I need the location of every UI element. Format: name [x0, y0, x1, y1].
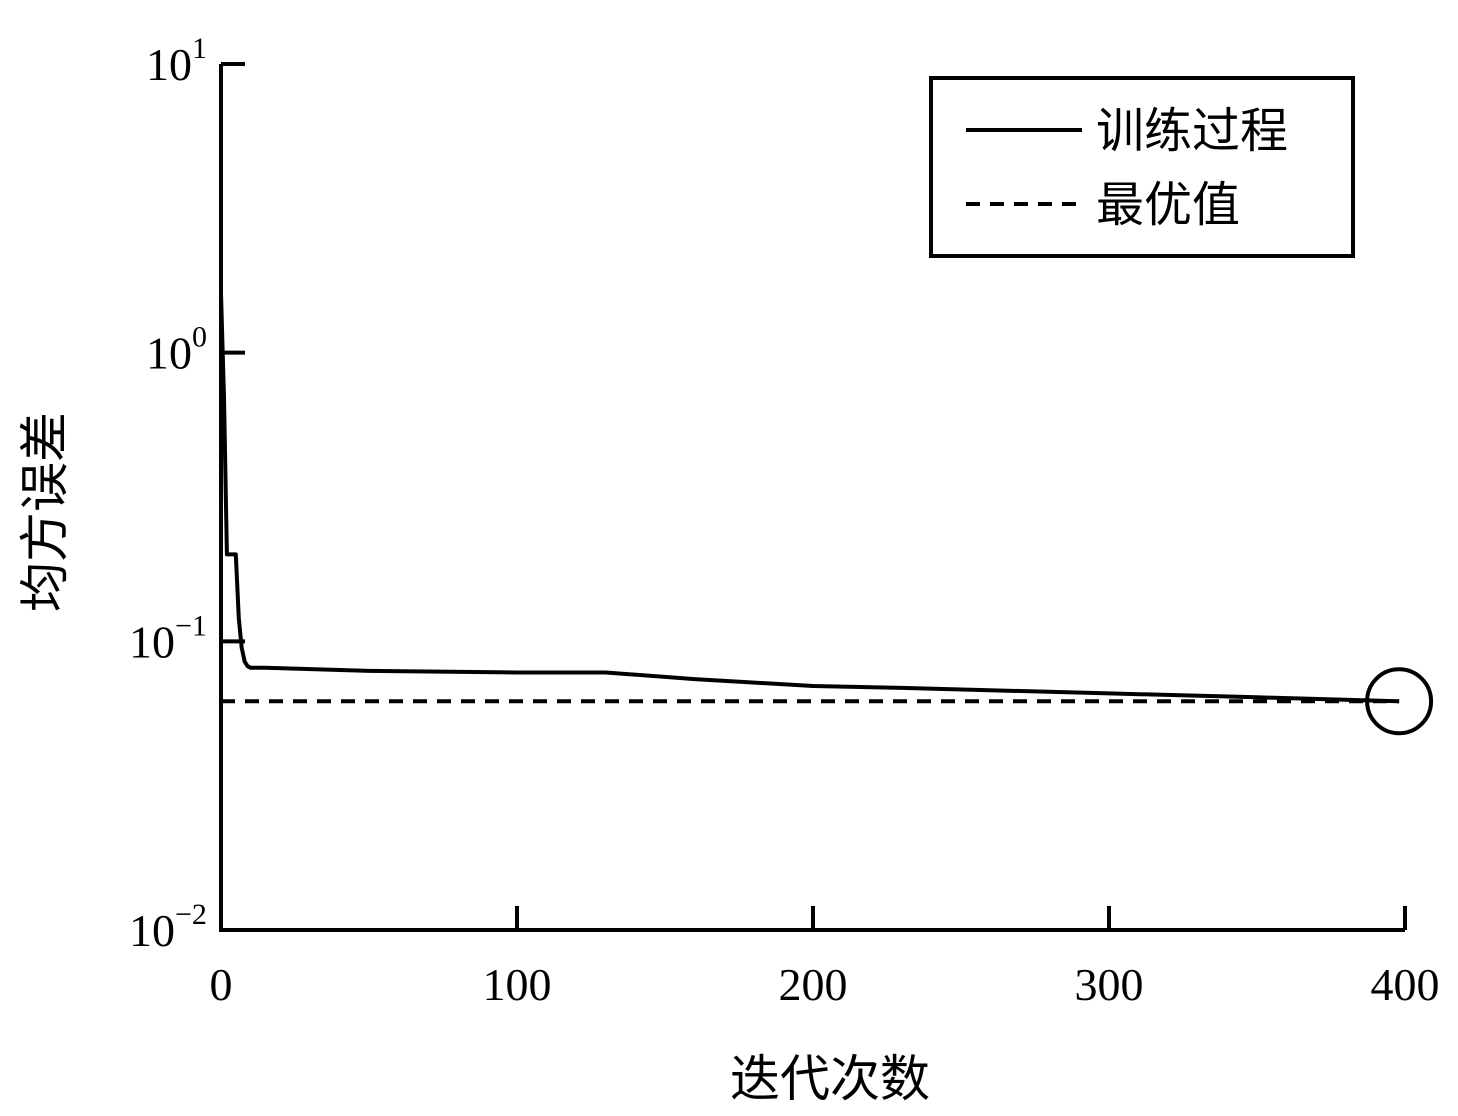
x-tick-label: 100: [483, 959, 552, 1010]
best-point-marker: [1365, 667, 1434, 736]
legend-label-training: 训练过程: [1096, 103, 1288, 159]
y-tick-exponent: −2: [175, 898, 207, 931]
series: [219, 293, 1400, 704]
y-tick-exponent: 1: [192, 32, 207, 65]
x-tick-label: 300: [1075, 959, 1144, 1010]
y-axis-title: 均方误差: [16, 412, 74, 612]
y-tick-exponent: 0: [192, 321, 207, 354]
marker: [1365, 667, 1434, 736]
x-tick-label: 200: [779, 959, 848, 1010]
y-tick-exponent: −1: [175, 609, 207, 642]
y-tick-label: 10: [129, 616, 175, 667]
training-curve: [219, 293, 1400, 704]
legend-label-optimal: 最优值: [1096, 177, 1240, 233]
y-tick-label: 10: [129, 905, 175, 956]
legend-box: [929, 76, 1355, 258]
legend: 训练过程 最优值: [929, 76, 1355, 258]
y-tick-label: 10: [146, 39, 192, 90]
x-tick-label: 400: [1371, 959, 1440, 1010]
y-tick-label: 10: [146, 328, 192, 379]
x-axis-title: 迭代次数: [730, 1050, 930, 1108]
x-tick-label: 0: [210, 959, 233, 1010]
